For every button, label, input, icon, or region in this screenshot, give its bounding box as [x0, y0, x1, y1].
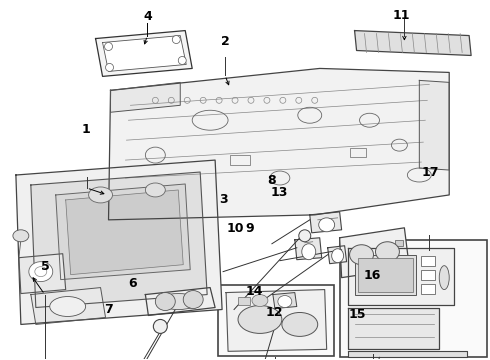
- Polygon shape: [102, 36, 186, 71]
- Ellipse shape: [153, 319, 167, 333]
- Polygon shape: [66, 190, 183, 275]
- Ellipse shape: [278, 296, 292, 307]
- Ellipse shape: [238, 306, 282, 333]
- Bar: [238, 297, 250, 305]
- Polygon shape: [96, 31, 192, 76]
- Ellipse shape: [318, 218, 335, 232]
- Ellipse shape: [299, 230, 311, 242]
- Ellipse shape: [439, 266, 449, 289]
- Text: 16: 16: [363, 269, 381, 282]
- Ellipse shape: [282, 312, 318, 336]
- Bar: [349, 148, 366, 157]
- Polygon shape: [347, 248, 454, 305]
- Polygon shape: [31, 172, 207, 307]
- Text: 5: 5: [41, 260, 49, 273]
- Bar: [230, 155, 250, 165]
- Text: 14: 14: [246, 285, 264, 298]
- Ellipse shape: [155, 293, 175, 310]
- Polygon shape: [328, 246, 346, 264]
- Polygon shape: [111, 82, 180, 112]
- Text: 7: 7: [104, 303, 113, 316]
- Polygon shape: [310, 212, 342, 233]
- Polygon shape: [295, 238, 322, 260]
- Ellipse shape: [156, 293, 200, 310]
- Ellipse shape: [105, 63, 114, 71]
- Ellipse shape: [89, 187, 113, 203]
- Polygon shape: [419, 80, 449, 170]
- Polygon shape: [16, 160, 222, 324]
- Polygon shape: [347, 307, 439, 349]
- Bar: [355, 255, 416, 294]
- Bar: [421, 284, 435, 293]
- Ellipse shape: [172, 36, 180, 44]
- Polygon shape: [226, 289, 327, 351]
- Text: 12: 12: [266, 306, 283, 319]
- Text: 2: 2: [221, 35, 230, 49]
- Text: 3: 3: [219, 193, 227, 206]
- Ellipse shape: [104, 42, 113, 50]
- Polygon shape: [108, 68, 449, 220]
- Ellipse shape: [178, 57, 186, 64]
- Polygon shape: [146, 288, 215, 315]
- Text: 1: 1: [82, 123, 91, 136]
- Text: 15: 15: [348, 308, 366, 321]
- Polygon shape: [31, 288, 105, 324]
- Text: 9: 9: [245, 222, 254, 235]
- Text: 17: 17: [422, 166, 439, 179]
- Ellipse shape: [29, 262, 53, 282]
- Ellipse shape: [375, 242, 399, 262]
- Bar: [421, 256, 435, 266]
- Polygon shape: [347, 351, 467, 357]
- Ellipse shape: [349, 245, 373, 265]
- Ellipse shape: [50, 297, 86, 316]
- Text: 8: 8: [268, 174, 276, 186]
- Ellipse shape: [13, 230, 29, 242]
- Text: 13: 13: [270, 186, 288, 199]
- Ellipse shape: [302, 244, 316, 260]
- Polygon shape: [273, 293, 297, 309]
- Ellipse shape: [146, 183, 165, 197]
- Bar: [340, 240, 487, 357]
- Polygon shape: [56, 184, 190, 280]
- Bar: [218, 285, 334, 356]
- Ellipse shape: [183, 291, 203, 309]
- Polygon shape: [355, 31, 471, 55]
- Polygon shape: [19, 254, 66, 293]
- Text: 6: 6: [128, 278, 137, 291]
- Text: 4: 4: [143, 10, 152, 23]
- Polygon shape: [340, 228, 409, 278]
- Text: 11: 11: [392, 9, 410, 22]
- Bar: [358, 258, 414, 292]
- Ellipse shape: [35, 267, 47, 276]
- Ellipse shape: [252, 294, 268, 306]
- Text: 10: 10: [226, 222, 244, 235]
- Bar: [421, 270, 435, 280]
- Bar: [395, 240, 403, 246]
- Ellipse shape: [332, 249, 343, 263]
